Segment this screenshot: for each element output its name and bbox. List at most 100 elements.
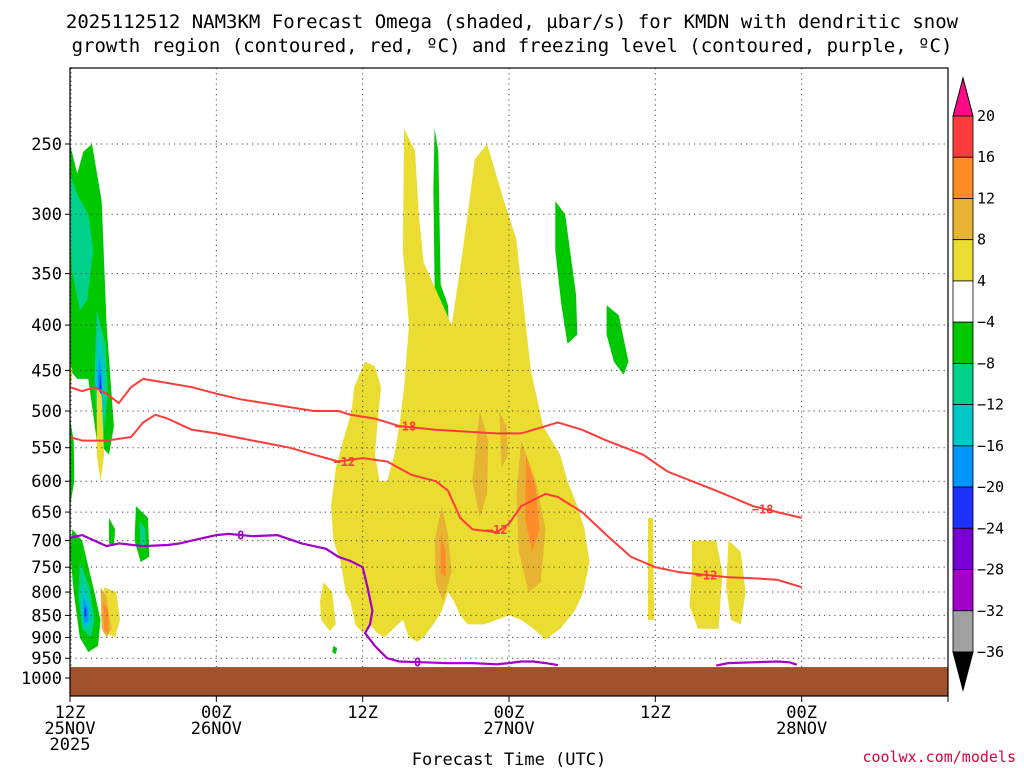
ground-surface bbox=[70, 667, 948, 696]
colorbar-tick-label: −8 bbox=[977, 354, 995, 372]
colorbar-box bbox=[952, 527, 974, 570]
colorbar-box bbox=[952, 156, 974, 199]
omega-region-descent-green-b bbox=[606, 305, 629, 375]
colorbar-max-arrow bbox=[952, 76, 974, 117]
colorbar-box bbox=[952, 610, 974, 653]
omega-region-descent-green-dots bbox=[109, 517, 116, 547]
y-tick-label: 550 bbox=[31, 439, 62, 459]
colorbar-box bbox=[952, 280, 974, 323]
colorbar-tick-label: 12 bbox=[977, 189, 995, 207]
y-tick-label: 1000 bbox=[21, 669, 62, 689]
svg-text:−18: −18 bbox=[395, 420, 417, 434]
y-tick-label: 800 bbox=[31, 583, 62, 603]
colorbar-tick-label: −12 bbox=[977, 396, 1004, 414]
y-tick-label: 850 bbox=[31, 606, 62, 626]
dgz-contour-label: −12 bbox=[334, 455, 356, 469]
omega-region-descent-green-a bbox=[555, 201, 578, 344]
omega-region-descent-teal-blob-b bbox=[139, 520, 146, 549]
y-tick-label: 750 bbox=[31, 558, 62, 578]
svg-text:−12: −12 bbox=[486, 523, 508, 537]
dgz-contour-label: −18 bbox=[752, 503, 774, 517]
y-tick-label: 600 bbox=[31, 472, 62, 492]
colorbar-box bbox=[952, 404, 974, 447]
colorbar-tick-label: −36 bbox=[977, 643, 1004, 661]
svg-text:−12: −12 bbox=[696, 568, 718, 582]
x-tick-label: 00Z bbox=[786, 703, 817, 723]
x-tick-label: 26NOV bbox=[191, 719, 242, 739]
svg-text:0: 0 bbox=[237, 529, 244, 543]
x-tick-label: 25NOV bbox=[44, 719, 95, 739]
y-tick-label: 250 bbox=[31, 135, 62, 155]
dgz-contour-label: −18 bbox=[395, 420, 417, 434]
colorbar-tick-label: 16 bbox=[977, 148, 995, 166]
x-tick-label: 00Z bbox=[201, 703, 232, 723]
y-tick-label: 500 bbox=[31, 402, 62, 422]
colorbar-box bbox=[952, 115, 974, 158]
y-tick-label: 950 bbox=[31, 649, 62, 669]
omega-region-ascent-orange-e bbox=[499, 411, 508, 469]
dgz-contour-label: −12 bbox=[486, 523, 508, 537]
omega-region-descent-navy-lower bbox=[84, 606, 87, 618]
colorbar-box bbox=[952, 445, 974, 488]
y-tick-label: 700 bbox=[31, 532, 62, 552]
freezing-level-line bbox=[70, 532, 558, 667]
colorbar-box bbox=[952, 198, 974, 241]
contour-layer: −18 −12 −12 −12 −18 0 0 bbox=[70, 377, 802, 669]
freezing-level-label: 0 bbox=[237, 529, 244, 543]
colorbar-box bbox=[952, 239, 974, 282]
colorbar-box bbox=[952, 321, 974, 364]
ground-layer bbox=[70, 667, 948, 696]
omega-region-ascent-deep-orange-b bbox=[440, 535, 446, 578]
dgz-contour-line bbox=[70, 413, 802, 589]
omega-region-ascent-yellow-right-c bbox=[726, 540, 746, 625]
chart-title-line-2: growth region (contoured, red, ºC) and f… bbox=[72, 35, 953, 57]
colorbar-min-arrow bbox=[952, 651, 974, 692]
y-tick-label: 650 bbox=[31, 503, 62, 523]
colorbar-tick-label: 4 bbox=[977, 272, 986, 290]
omega-region-descent-teal-upper bbox=[70, 173, 94, 311]
svg-text:−12: −12 bbox=[334, 455, 356, 469]
y-tick-label: 300 bbox=[31, 205, 62, 225]
x-tick-label: 28NOV bbox=[776, 719, 827, 739]
colorbar-box bbox=[952, 362, 974, 406]
colorbar-tick-label: −24 bbox=[977, 519, 1004, 537]
dgz-contour-label: −12 bbox=[696, 568, 718, 582]
colorbar-tick-label: −20 bbox=[977, 478, 1004, 496]
omega-region-ascent-yellow-right-a bbox=[689, 540, 723, 629]
omega-region-ascent-yellow-small-a bbox=[320, 582, 336, 631]
chart-title-line-1: 2025112512 NAM3KM Forecast Omega (shaded… bbox=[66, 11, 959, 33]
y-axis: 2503003504004505005506006507007508008509… bbox=[21, 135, 70, 689]
omega-region-ascent-yellow-right-b bbox=[648, 517, 655, 620]
y-tick-label: 350 bbox=[31, 265, 62, 285]
y-tick-label: 400 bbox=[31, 316, 62, 336]
freezing-level-line bbox=[716, 660, 798, 667]
x-tick-label: 00Z bbox=[494, 703, 525, 723]
watermark-text: coolwx.com/models bbox=[862, 748, 1016, 766]
omega-region-ascent-orange-c bbox=[472, 411, 489, 518]
dgz-contour-line bbox=[70, 377, 802, 519]
omega-shading-layer bbox=[70, 128, 746, 655]
x-tick-label: 12Z bbox=[347, 703, 378, 723]
y-tick-label: 450 bbox=[31, 361, 62, 381]
colorbar-tick-label: −16 bbox=[977, 437, 1004, 455]
omega-region-ascent-deep-orange-c bbox=[102, 601, 109, 634]
colorbar-box bbox=[952, 486, 974, 529]
colorbar-tick-label: 8 bbox=[977, 231, 986, 249]
colorbar: 20 16 12 8 4 −4 −8 −12 −16 −20 −24 −28 −32 −36 bbox=[952, 76, 1004, 692]
svg-text:−18: −18 bbox=[752, 503, 774, 517]
svg-text:0: 0 bbox=[414, 655, 421, 669]
colorbar-box bbox=[952, 569, 974, 612]
omega-region-descent-green-c bbox=[332, 645, 338, 655]
x-tick-label: 12Z bbox=[55, 703, 86, 723]
colorbar-tick-label: 20 bbox=[977, 107, 995, 125]
colorbar-tick-label: −4 bbox=[977, 313, 995, 331]
x-tick-label: 12Z bbox=[640, 703, 671, 723]
plot-area: −18 −12 −12 −12 −18 0 0 bbox=[70, 68, 948, 696]
colorbar-tick-label: −32 bbox=[977, 602, 1004, 620]
y-tick-label: 900 bbox=[31, 628, 62, 648]
x-axis-label: Forecast Time (UTC) bbox=[412, 750, 606, 768]
freezing-level-label: 0 bbox=[414, 655, 421, 669]
omega-region-ascent-deep-orange-a bbox=[524, 454, 540, 552]
